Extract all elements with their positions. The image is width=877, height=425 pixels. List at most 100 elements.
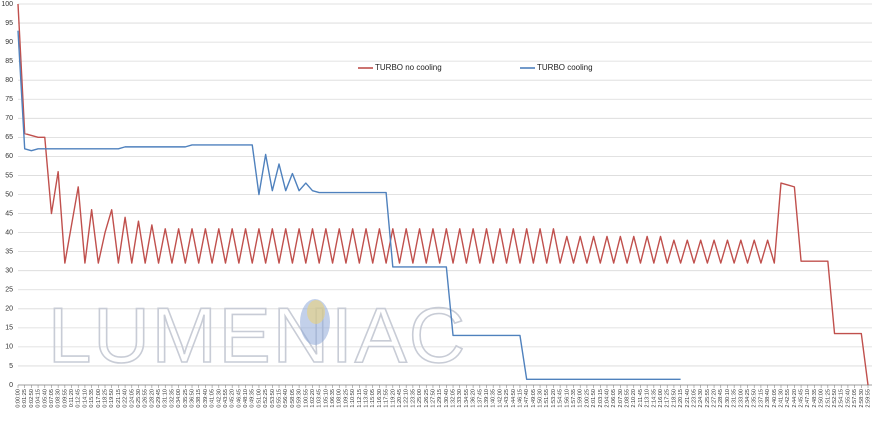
x-tick-label: 1:50:30 [538, 389, 544, 408]
x-tick-label: 2:24:30 [698, 389, 704, 408]
y-tick-label: 10 [5, 344, 13, 351]
x-tick-label: 2:10:20 [631, 389, 637, 408]
x-tick-label: 2:21:40 [685, 389, 691, 408]
x-tick-label: 1:22:10 [404, 389, 410, 408]
x-tick-label: 1:20:45 [397, 389, 403, 408]
x-tick-label: 2:08:55 [625, 389, 631, 408]
line-series [17, 3, 869, 386]
x-tick-label: 1:09:25 [343, 389, 349, 408]
x-tick-label: 2:40:05 [772, 389, 778, 408]
x-tick-label: 0:29:45 [156, 389, 162, 408]
x-tick-label: 1:36:20 [471, 389, 477, 408]
x-tick-label: 0:26:55 [143, 389, 149, 408]
x-tick-label: 1:54:45 [558, 389, 564, 408]
x-tick-label: 1:34:55 [464, 389, 470, 408]
x-tick-label: 0:55:15 [277, 389, 283, 408]
x-tick-label: 2:20:15 [678, 389, 684, 408]
x-tick-label: 2:03:15 [598, 389, 604, 408]
x-tick-label: 0:28:20 [149, 389, 155, 408]
y-tick-label: 70 [5, 115, 13, 122]
x-tick-label: 0:22:40 [123, 389, 129, 408]
x-tick-label: 1:05:10 [323, 389, 329, 408]
x-tick-label: 2:23:05 [691, 389, 697, 408]
y-tick-label: 35 [5, 248, 13, 255]
x-tick-label: 0:53:50 [270, 389, 276, 408]
x-tick-label: 0:21:15 [116, 389, 122, 408]
y-tick-label: 65 [5, 134, 13, 141]
y-tick-label: 55 [5, 172, 13, 179]
x-tick-label: 1:15:05 [370, 389, 376, 408]
x-tick-label: 0:01:25 [22, 389, 28, 408]
y-tick-label: 80 [5, 77, 13, 84]
x-tick-label: 2:13:10 [645, 389, 651, 408]
legend-label: TURBO cooling [537, 63, 593, 72]
x-tick-label: 0:19:50 [109, 389, 115, 408]
x-tick-label: 0:18:25 [102, 389, 108, 408]
x-tick-label: 0:25:30 [136, 389, 142, 408]
x-tick-label: 0:09:55 [62, 389, 68, 408]
x-tick-label: 0:02:50 [29, 389, 35, 408]
x-tick-label: 0:14:10 [82, 389, 88, 408]
x-tick-label: 0:59:30 [297, 389, 303, 408]
x-tick-label: 2:41:30 [778, 389, 784, 408]
x-tick-label: 0:05:40 [42, 389, 48, 408]
x-tick-label: 2:11:45 [638, 389, 644, 407]
x-tick-label: 2:06:05 [611, 389, 617, 408]
x-tick-label: 2:16:00 [658, 389, 664, 408]
x-tick-label: 0:24:05 [129, 389, 135, 408]
x-tick-label: 2:50:00 [819, 389, 825, 408]
y-tick-label: 30 [5, 268, 13, 275]
x-tick-label: 1:40:35 [491, 389, 497, 408]
x-tick-label: 1:29:15 [437, 389, 443, 408]
x-tick-label: 1:17:55 [384, 389, 390, 408]
x-tick-label: 2:48:35 [812, 389, 818, 408]
x-tick-label: 1:46:15 [517, 389, 523, 408]
x-tick-label: 2:27:20 [712, 389, 718, 408]
x-tick-label: 1:30:40 [444, 389, 450, 408]
x-tick-label: 2:18:50 [671, 389, 677, 408]
x-tick-label: 1:39:10 [484, 389, 490, 408]
x-tick-label: 2:58:30 [859, 389, 865, 408]
x-tick-label: 0:17:00 [96, 389, 102, 408]
grid [18, 3, 872, 386]
x-tick-label: 0:41:05 [210, 389, 216, 408]
y-tick-label: 25 [5, 287, 13, 294]
x-tick-label: 0:38:15 [196, 389, 202, 408]
x-tick-label: 2:47:10 [805, 389, 811, 408]
y-tick-label: 0 [9, 382, 13, 389]
x-tick-label: 0:42:30 [216, 389, 222, 408]
y-tick-label: 20 [5, 306, 13, 313]
x-tick-label: 2:42:55 [785, 389, 791, 408]
x-tick-label: 1:08:00 [337, 389, 343, 408]
x-tick-label: 2:31:35 [732, 389, 738, 408]
y-tick-label: 75 [5, 96, 13, 103]
x-tick-label: 1:43:25 [504, 389, 510, 408]
x-tick-label: 1:19:20 [390, 389, 396, 408]
x-tick-label: 2:33:00 [738, 389, 744, 408]
x-tick-label: 1:02:20 [310, 389, 316, 408]
x-tick-label: 1:59:00 [578, 389, 584, 408]
x-tick-label: 2:30:10 [725, 389, 731, 408]
x-tick-label: 1:23:35 [410, 389, 416, 408]
x-tick-label: 1:12:15 [357, 389, 363, 408]
x-tick-label: 1:56:10 [564, 389, 570, 408]
x-tick-label: 2:35:50 [752, 389, 758, 408]
x-tick-label: 0:04:15 [36, 389, 42, 408]
x-tick-label: 1:10:50 [350, 389, 356, 408]
x-tick-label: 1:06:35 [330, 389, 336, 408]
x-tick-label: 0:52:25 [263, 389, 269, 408]
y-tick-label: 100 [1, 1, 13, 8]
watermark-logo [307, 300, 325, 324]
legend-label: TURBO no cooling [375, 63, 442, 72]
x-tick-label: 0:08:30 [56, 389, 62, 408]
x-tick-label: 1:26:25 [424, 389, 430, 408]
x-tick-label: 0:51:00 [256, 389, 262, 408]
x-tick-label: 2:17:25 [665, 389, 671, 408]
line-series [17, 30, 681, 380]
y-tick-label: 85 [5, 58, 13, 65]
x-tick-label: 1:47:40 [524, 389, 530, 408]
x-tick-label: 0:11:20 [69, 389, 75, 407]
watermark-text: LUMENIAC [48, 291, 467, 379]
